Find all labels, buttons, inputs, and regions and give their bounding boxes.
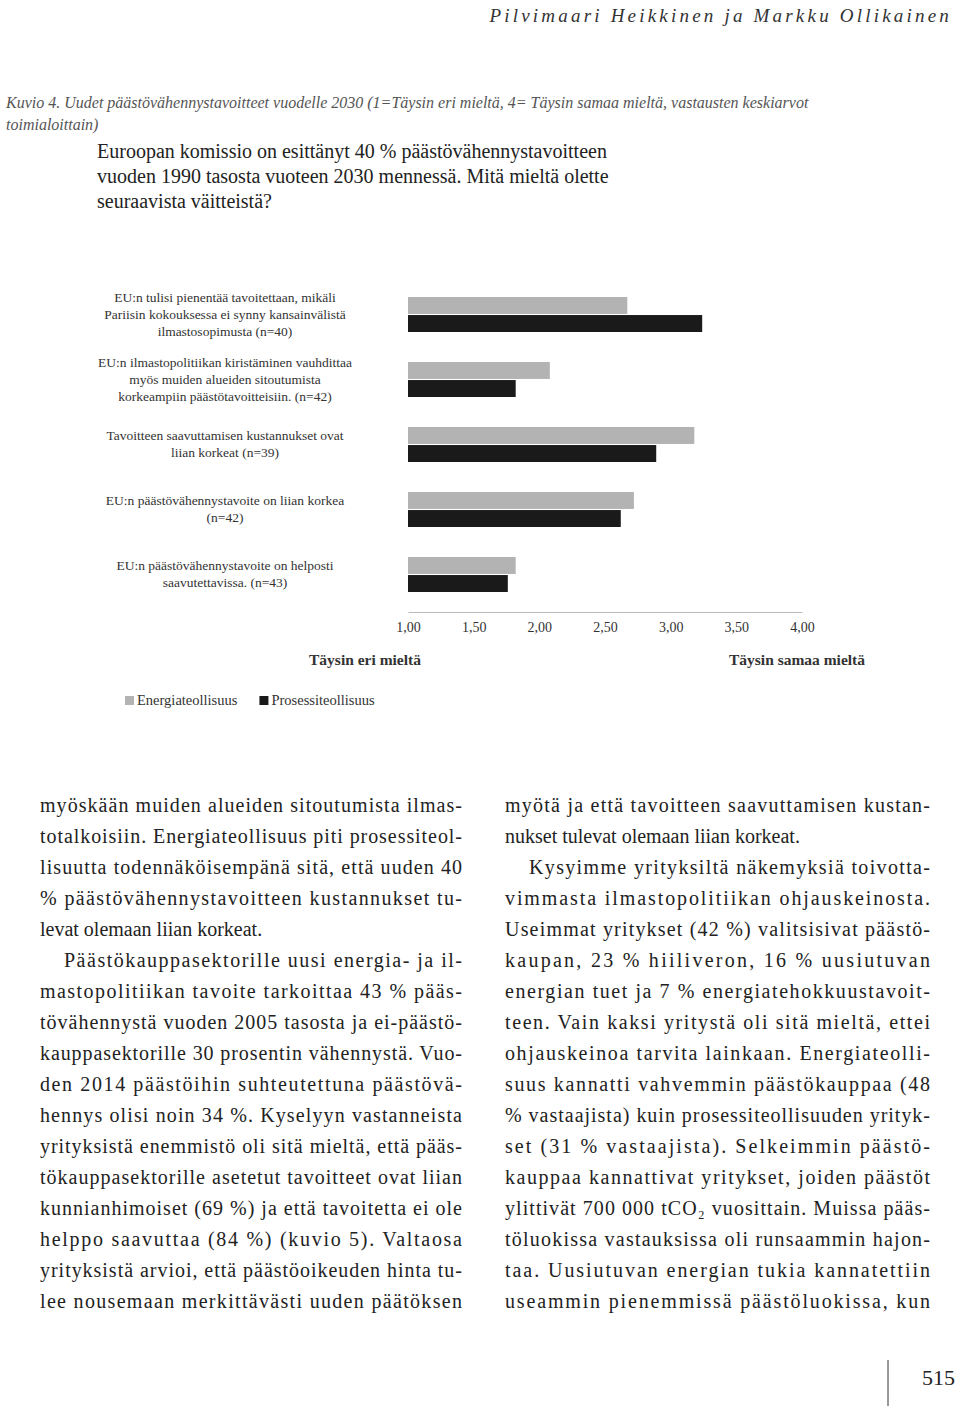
tick: 1,50 [462,612,487,635]
tick-label: 2,00 [528,620,553,635]
text-line: ohjauskeinoa tarvita lainkaan. Energiate… [505,1042,930,1065]
text-line: % päästövähennystavoitteen kustannukset … [40,887,462,910]
legend-swatch [259,696,268,705]
text-line: yrityksistä enemmistö oli sitä mieltä, e… [40,1135,462,1158]
page-number-rule [888,1360,889,1406]
text-line: energian tuet ja 7 % energiatehokkuustav… [505,980,930,1003]
tick: 3,50 [725,612,750,635]
text-line: Useimmat yritykset (42 %) valitsisivat p… [505,918,930,941]
text-line: töluokissa vastauksissa oli runsaammin h… [505,1228,930,1251]
text-line: lisuutta todennäköisempänä sitä, että uu… [40,856,462,879]
tick-label: 3,50 [725,620,750,635]
annotations: Täysin eri mieltä Täysin samaa mieltä [309,651,865,668]
tick: 4,00 [790,612,815,635]
text-line: tövähennystä vuoden 2005 tasosta ja ei-p… [40,1011,462,1034]
text-line: kauppasektorille 30 prosentin vähennystä… [40,1042,462,1065]
text-line: taa. Uusiutuvan energian tukia kannatett… [505,1259,930,1282]
text-line: myöskään muiden alueiden sitoutumista il… [40,794,462,817]
category-label: EU:n ilmastopolitiikan kiristäminen vauh… [98,355,352,404]
page-number: 515 [922,1365,955,1390]
text-line: kauppaa kannattivat yritykset, joiden pä… [505,1166,930,1189]
text-line: kunnianhimoiset (69 %) ja että tavoitett… [40,1197,462,1220]
legend-label: Prosessiteollisuus [271,692,374,708]
text-line: levat olemaan liian korkeat. [40,918,262,940]
tick-label: 1,50 [462,620,487,635]
legend-swatch [125,696,134,705]
text-line: tökauppasektorille asetetut tavoitteet o… [40,1166,462,1189]
text-line: nukset tulevat olemaan liian korkeat. [505,825,800,847]
text-line: vimmasta ilmastopolitiikan ohjauskeinost… [505,887,930,910]
legend: Energiateollisuus Prosessiteollisuus [125,692,375,708]
text-line: helppo saavuttaa (84 %) (kuvio 5). Valta… [40,1228,462,1251]
body-text: myöskään muiden alueiden sitoutumista il… [40,794,930,1313]
tick-label: 2,50 [593,620,618,635]
text-line: useammin pienemmissä päästöluokissa, kun [505,1290,930,1313]
text-line: myötä ja että tavoitteen saavuttamisen k… [505,794,930,817]
bar [408,557,516,574]
bar [408,445,656,462]
category-label: EU:n päästövähennystavoite on helpostisa… [116,558,333,590]
category-label: EU:n päästövähennystavoite on liian kork… [106,493,344,525]
bar [408,362,550,379]
text-line: suus kannatti vahvemmin päästökauppaa (4… [505,1073,930,1096]
text-line: totalkoisiin. Energiateollisuus piti pro… [40,825,462,848]
category-label: EU:n tulisi pienentää tavoitettaan, mikä… [104,290,345,339]
figure-caption: Kuvio 4. Uudet päästövähennystavoitteet … [5,94,809,134]
tick-label: 3,00 [659,620,684,635]
tick-label: 4,00 [790,620,815,635]
text-line: teen. Vain kaksi yritystä oli sitä mielt… [505,1011,930,1034]
tick: 3,00 [659,612,684,635]
axis-line [409,612,803,613]
text-line: set (31 % vastaajista). Selkeimmin pääst… [505,1135,930,1158]
bar [408,297,627,314]
chart-title: Euroopan komissio on esittänyt 40 % pääs… [97,140,609,212]
legend-label: Energiateollisuus [137,692,238,708]
text-line: hennys olisi noin 34 %. Kyselyyn vastann… [40,1104,462,1127]
category-label: Tavoitteen saavuttamisen kustannukset ov… [106,428,343,460]
text-line: kaupan, 23 % hiiliveron, 16 % uusiutuvan [505,949,930,972]
category-labels: EU:n tulisi pienentää tavoitettaan, mikä… [98,290,352,591]
bar [408,510,621,527]
tick: 1,00 [396,612,421,635]
text-line: yrityksistä arvioi, että päästöoikeuden … [40,1259,462,1282]
running-header: Pilvimaari Heikkinen ja Markku Ollikaine… [488,5,952,26]
text-line: den 2014 päästöihin suhteutettuna päästö… [40,1073,462,1096]
axis-annotation: Täysin eri mieltä [309,651,421,668]
text-line: Päästökauppasektorille uusi energia- ja … [64,949,462,972]
tick-label: 1,00 [396,620,421,635]
axis-annotation: Täysin samaa mieltä [729,651,865,668]
tick: 2,50 [593,612,618,635]
text-line: Kysyimme yrityksiltä näkemyksiä toivotta… [529,856,930,879]
bar [408,575,508,592]
text-line: ylittivät 700 000 tCO₂ vuosittain. Muiss… [505,1197,930,1220]
bar [408,427,694,444]
bars [408,297,702,592]
text-line: mastopolitiikan tavoite tarkoittaa 43 % … [40,980,462,1003]
page: Pilvimaari Heikkinen ja Markku Ollikaine… [0,0,960,1410]
bar [408,492,634,509]
bar [408,380,516,397]
tick: 2,00 [528,612,553,635]
x-axis: 1,00 1,50 2,00 2,50 3,00 3,50 4,00 [396,612,815,635]
bar [408,315,702,332]
page-svg: Pilvimaari Heikkinen ja Markku Ollikaine… [0,0,960,1410]
text-line: lee nousemaan merkittävästi uuden päätök… [40,1290,462,1313]
text-line: % vastaajista) kuin prosessiteollisuuden… [505,1104,930,1127]
